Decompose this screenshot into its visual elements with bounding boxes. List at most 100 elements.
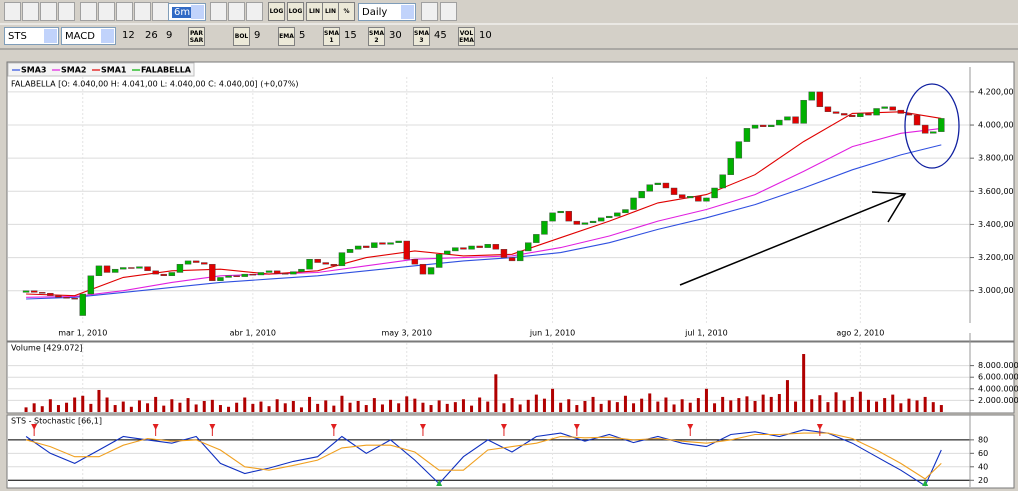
interval-select[interactable]: Daily <box>358 3 416 21</box>
candle <box>492 244 500 250</box>
volume-bar <box>162 405 166 412</box>
price-panel <box>6 61 1015 342</box>
x-tick-label: may 3, 2010 <box>381 329 432 338</box>
indicator-select[interactable]: MACD <box>61 27 116 45</box>
volume-bar <box>461 399 465 412</box>
macd-param: 9 <box>166 30 173 41</box>
candle <box>614 212 621 217</box>
bar-button[interactable] <box>228 2 245 21</box>
volume-bar <box>429 405 433 412</box>
volume-bar <box>24 407 28 412</box>
sell-marker <box>687 424 694 430</box>
candle <box>290 271 297 275</box>
volume-bar <box>834 392 838 412</box>
volume-bar <box>923 396 927 412</box>
volume-bar <box>551 388 555 412</box>
overlay-button[interactable]: VOL EMA <box>458 27 475 46</box>
candle <box>792 116 799 124</box>
zoom-out-button[interactable] <box>134 2 151 21</box>
volume-bar <box>785 380 789 412</box>
volume-bar <box>737 398 741 412</box>
overlay-button[interactable]: BOL <box>233 27 250 46</box>
period-select[interactable]: 6m <box>168 3 206 21</box>
candle-button[interactable] <box>246 2 263 21</box>
symbol-select[interactable]: STS <box>4 27 59 45</box>
candle <box>695 196 702 202</box>
volume-bar <box>251 403 255 412</box>
panel-title: Volume [429.072] <box>11 344 83 353</box>
candle <box>808 91 815 101</box>
y-tick-label: 2.000.000 <box>978 396 1018 405</box>
y-tick-label: 6.000.000 <box>978 373 1018 382</box>
refresh-button[interactable] <box>80 2 97 21</box>
line-button[interactable] <box>210 2 227 21</box>
sound-button[interactable] <box>58 2 75 21</box>
annotation-arrowhead <box>871 191 907 223</box>
overlay-button[interactable]: EMA <box>278 27 295 46</box>
volume-bar <box>510 398 514 412</box>
candle <box>589 220 597 223</box>
settings-button[interactable] <box>40 2 57 21</box>
volume-bar <box>340 395 344 412</box>
candle <box>435 254 443 268</box>
color-button[interactable] <box>421 2 438 21</box>
print-button[interactable] <box>4 2 21 21</box>
candle <box>881 106 888 109</box>
candle <box>476 245 483 248</box>
overlay-button[interactable]: SMA 3 <box>413 27 430 46</box>
scale-button[interactable]: LIN <box>306 2 323 21</box>
line-series <box>25 432 942 480</box>
candle <box>930 131 937 134</box>
image-button[interactable] <box>440 2 457 21</box>
scale-button[interactable]: % <box>338 2 355 21</box>
volume-bar <box>818 395 822 412</box>
overlay-button[interactable]: PAR SAR <box>188 27 205 46</box>
overlay-button[interactable]: SMA 2 <box>368 27 385 46</box>
scale-button[interactable]: LOG <box>287 2 304 21</box>
candle <box>30 290 38 293</box>
volume-bar <box>648 393 652 412</box>
y-tick-label: 3.800,00 <box>978 154 1014 163</box>
candle <box>354 245 362 250</box>
candle <box>500 249 508 258</box>
volume-bar <box>777 394 781 412</box>
forward-button[interactable] <box>152 2 169 21</box>
volume-bar <box>688 402 692 412</box>
volume-bar <box>883 398 887 412</box>
y-tick-label: 8.000.000 <box>978 361 1018 370</box>
candle <box>565 210 572 222</box>
candle <box>727 157 734 175</box>
candle <box>330 263 338 267</box>
zoom-in-button[interactable] <box>116 2 133 21</box>
sell-marker <box>209 424 216 430</box>
volume-bar <box>696 398 700 412</box>
candle <box>395 240 402 243</box>
candle <box>371 242 378 248</box>
overlay-param: 30 <box>389 30 402 41</box>
back-button[interactable] <box>98 2 115 21</box>
volume-bar <box>186 398 190 412</box>
interval-value: Daily <box>362 6 388 18</box>
x-tick-label: abr 1, 2010 <box>230 329 276 338</box>
y-tick-label: 4.200,00 <box>978 87 1014 96</box>
tool-button[interactable] <box>22 2 39 21</box>
sell-marker <box>573 424 580 430</box>
candle <box>711 187 718 199</box>
scale-button[interactable]: LOG <box>268 2 285 21</box>
candle <box>249 273 257 276</box>
volume-bar <box>486 401 490 412</box>
candle <box>257 272 265 276</box>
buy-marker <box>436 480 443 486</box>
scale-button[interactable]: LIN <box>322 2 339 21</box>
candle <box>152 270 159 275</box>
candle <box>897 109 905 114</box>
volume-bar <box>364 405 368 412</box>
candle <box>265 270 273 273</box>
volume-bar <box>243 397 247 412</box>
overlay-button[interactable]: SMA 1 <box>323 27 340 46</box>
volume-bar <box>494 374 498 412</box>
volume-bar <box>753 400 757 412</box>
volume-bar <box>826 402 830 412</box>
candle <box>346 249 354 253</box>
